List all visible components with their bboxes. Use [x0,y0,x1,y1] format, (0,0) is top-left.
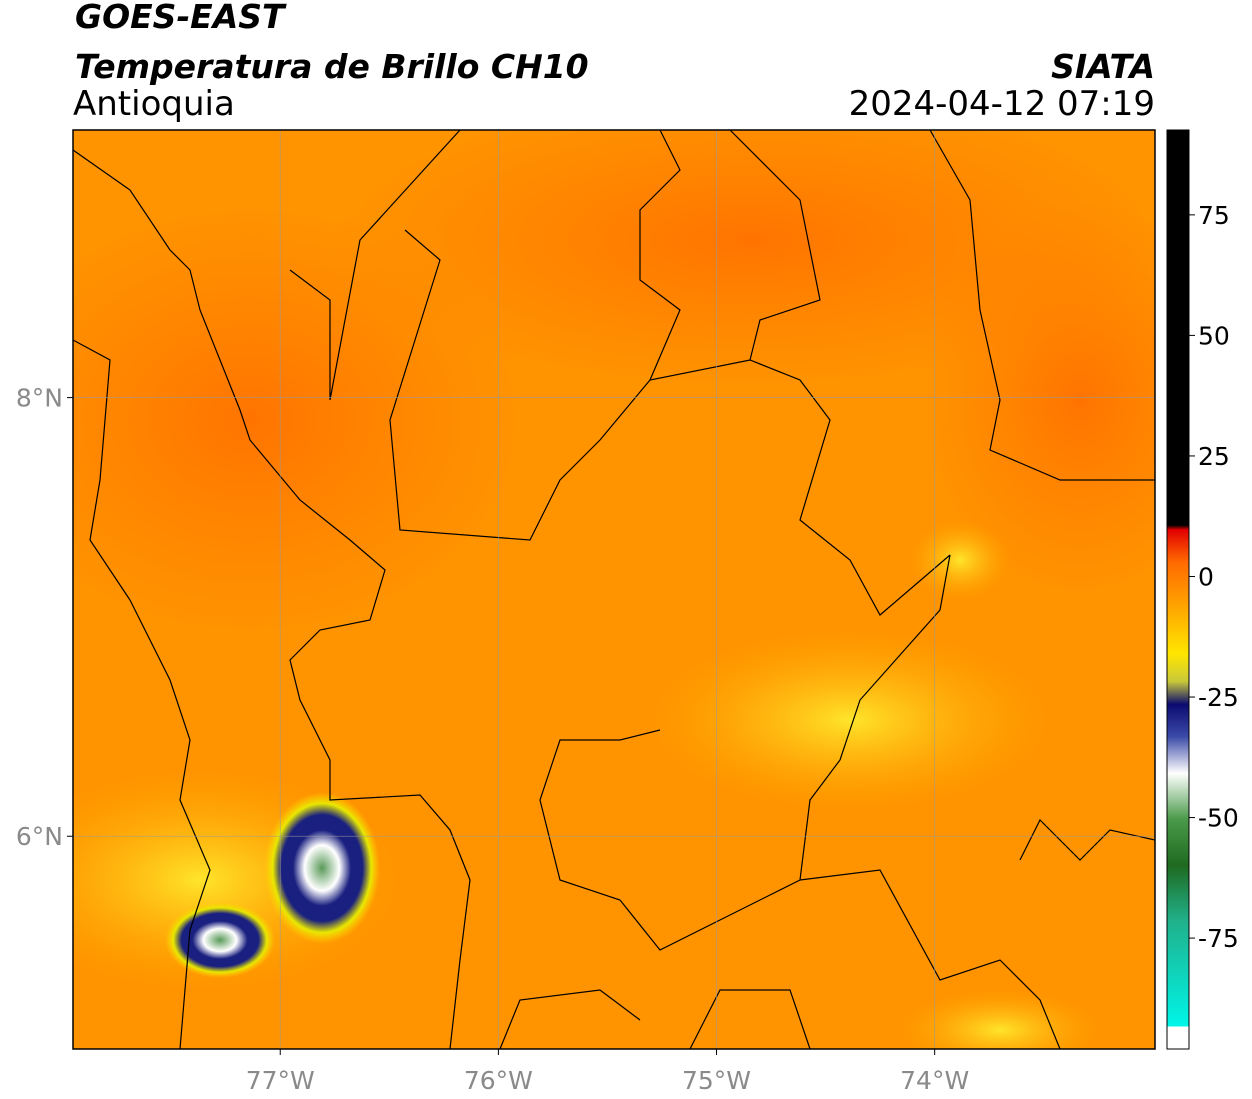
colorbar-tick-label: 50 [1198,321,1230,350]
timestamp: 2024-04-12 07:19 [849,84,1155,124]
colorbar-tick-label: 75 [1198,201,1230,230]
lat-tick-label: 8°N [16,384,63,413]
lon-tick-label: 77°W [246,1066,315,1095]
region: Antioquia [73,84,235,124]
lon-tick-label: 75°W [682,1066,751,1095]
lon-tick-label: 74°W [900,1066,969,1095]
title: GOES-EAST [75,0,287,36]
lat-tick-label: 6°N [16,822,63,851]
colorbar-tick-label: -75 [1198,924,1239,953]
colorbar-tick-label: 0 [1198,562,1214,591]
colorbar-tick-label: -25 [1198,683,1239,712]
colorbar-tick-label: -50 [1198,804,1239,833]
lon-tick-label: 76°W [464,1066,533,1095]
graticule: 77°W 76°W 75°W 74°W 8°N 6°N [16,130,1155,1095]
agency: SIATA [1051,47,1155,86]
map-frame [72,129,1156,1050]
colorbar-tick-label: 25 [1198,442,1230,471]
product: Temperatura de Brillo CH10 [75,47,589,86]
colorbar-ticks: 75 50 25 0 -25 -50 -75 [1189,201,1239,953]
colorbar [1166,129,1190,1050]
map-image [73,130,1155,1049]
